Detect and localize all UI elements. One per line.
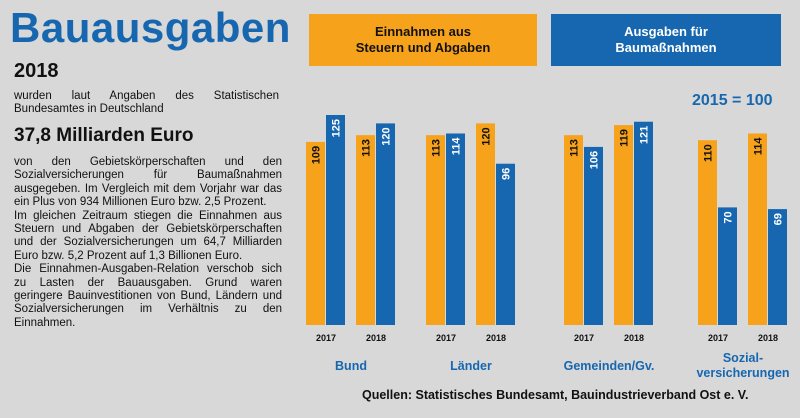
- year-tick-label: 2017: [574, 333, 594, 343]
- bar: [768, 209, 787, 325]
- bar: [496, 163, 515, 325]
- category-label-line: Sozial-: [723, 351, 763, 365]
- paragraph-3: Die Einnahmen-Ausgaben-Relation verschob…: [14, 263, 282, 329]
- bar: [326, 115, 345, 325]
- legend-income-label: Einnahmen aus Steuern und Abgaben: [355, 24, 491, 55]
- bar-value-label: 120: [481, 127, 493, 145]
- bar-value-label: 121: [639, 126, 651, 144]
- bar: [584, 146, 603, 325]
- legend-income: Einnahmen aus Steuern und Abgaben: [309, 14, 537, 66]
- legend-spending-label: Ausgaben für Baumaßnahmen: [615, 24, 717, 55]
- category-label: Sozial-versicherungen: [696, 351, 789, 380]
- bar: [356, 135, 375, 325]
- category-label: Länder: [450, 359, 492, 373]
- bar-value-label: 120: [381, 127, 393, 145]
- bar: [426, 135, 445, 325]
- bar: [614, 125, 633, 325]
- year-tick-label: 2018: [486, 333, 506, 343]
- intro-text: wurden laut Angaben des Statistischen Bu…: [14, 90, 279, 115]
- bar-value-label: 114: [451, 137, 463, 156]
- bar: [748, 133, 767, 325]
- bar: [634, 121, 653, 325]
- bar-value-label: 70: [723, 211, 735, 223]
- bar: [446, 133, 465, 325]
- bar-value-label: 110: [703, 144, 715, 162]
- category-label-line: Bund: [335, 359, 367, 373]
- year-tick-label: 2017: [708, 333, 728, 343]
- year-tick-label: 2018: [366, 333, 386, 343]
- category-label: Bund: [335, 359, 367, 373]
- bar: [476, 123, 495, 326]
- category-label-line: Gemeinden/Gv.: [564, 359, 655, 373]
- bar-value-label: 109: [311, 146, 323, 164]
- year-heading: 2018: [14, 60, 59, 82]
- bar-value-label: 69: [773, 213, 785, 225]
- body-text: von den Gebietskörperschaften und den So…: [14, 156, 282, 330]
- base-year-note: 2015 = 100: [692, 92, 773, 109]
- bar-value-label: 113: [431, 139, 443, 157]
- bar: [718, 207, 737, 325]
- year-tick-label: 2018: [758, 333, 778, 343]
- year-tick-label: 2017: [436, 333, 456, 343]
- bar-value-label: 114: [753, 137, 765, 156]
- category-label-line: versicherungen: [696, 366, 789, 380]
- paragraph-1: von den Gebietskörperschaften und den So…: [14, 156, 282, 209]
- paragraph-2: Im gleichen Zeitraum stiegen die Einnahm…: [14, 209, 282, 262]
- page-title: Bauausgaben: [10, 4, 291, 51]
- category-label-line: Länder: [450, 359, 492, 373]
- bar: [376, 123, 395, 326]
- bar-value-label: 119: [619, 129, 631, 147]
- bar-value-label: 96: [501, 168, 513, 180]
- bar-value-label: 106: [589, 151, 601, 169]
- year-tick-label: 2017: [316, 333, 336, 343]
- bar: [306, 141, 325, 325]
- category-label: Gemeinden/Gv.: [564, 359, 655, 373]
- bar-value-label: 125: [331, 119, 343, 137]
- bar: [564, 135, 583, 325]
- bar: [698, 140, 717, 325]
- legend-spending: Ausgaben für Baumaßnahmen: [551, 14, 781, 66]
- bar-value-label: 113: [569, 139, 581, 157]
- source-note: Quellen: Statistisches Bundesamt, Bauind…: [362, 388, 749, 402]
- bar-value-label: 113: [361, 139, 373, 157]
- year-tick-label: 2018: [624, 333, 644, 343]
- amount-heading: 37,8 Milliarden Euro: [14, 125, 194, 146]
